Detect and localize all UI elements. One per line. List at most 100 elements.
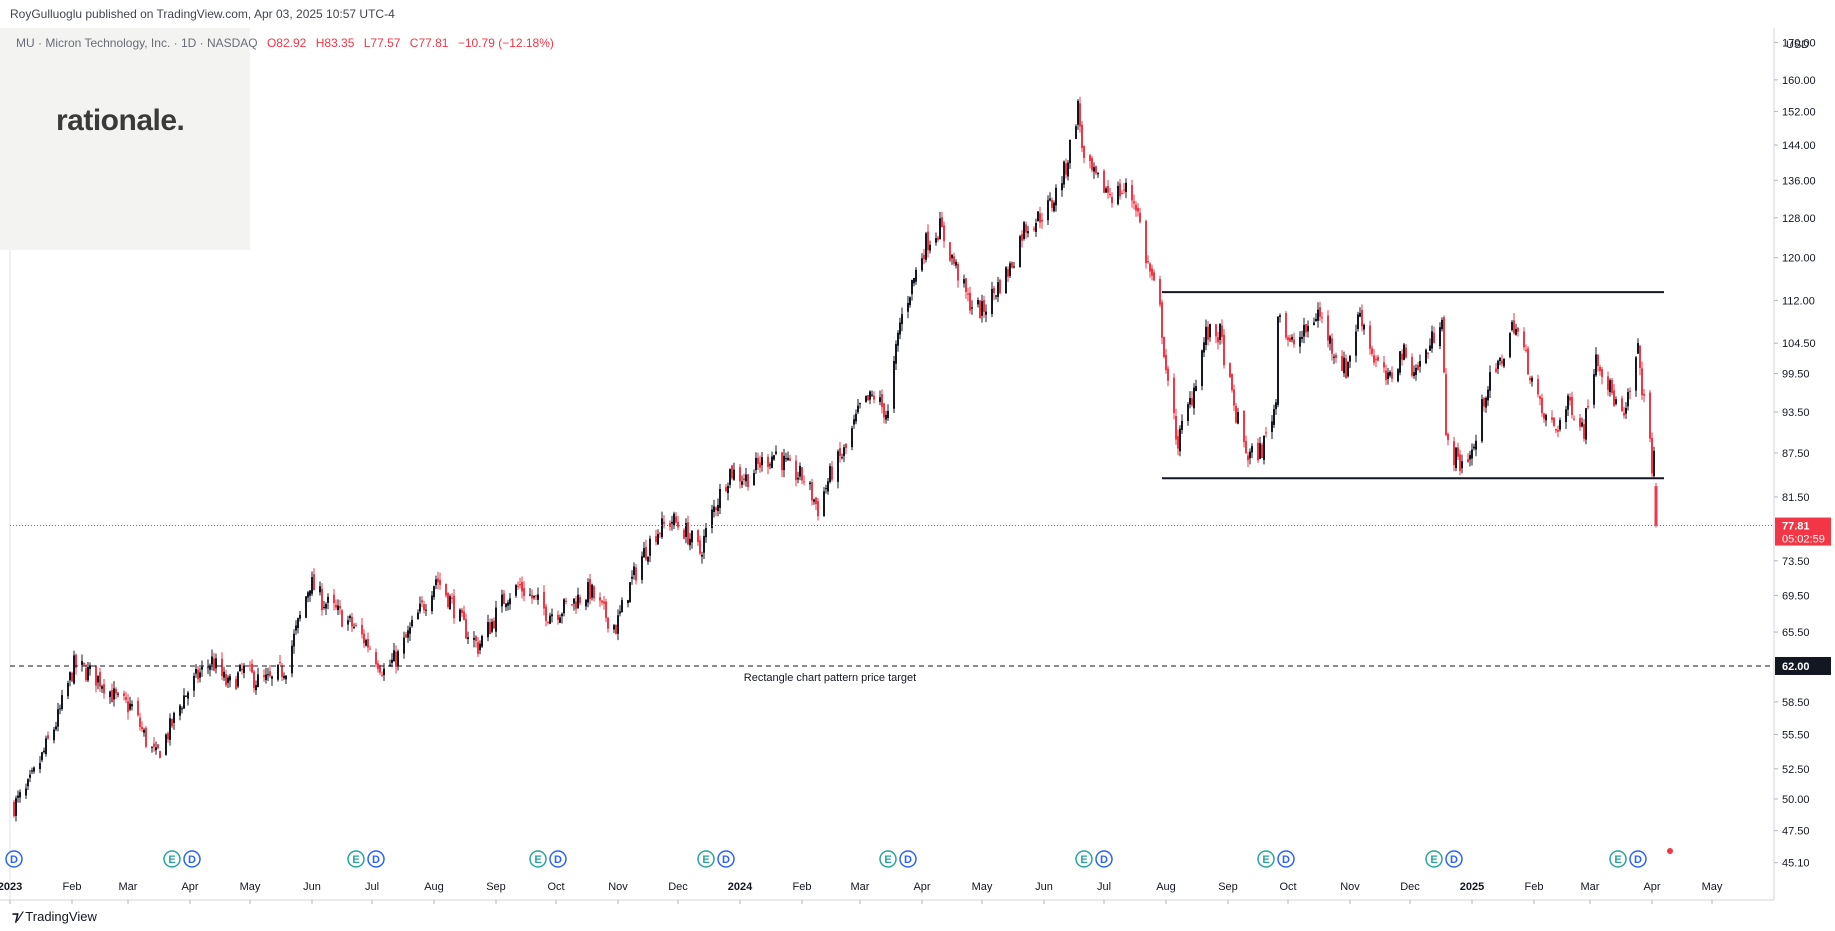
candle-body bbox=[1499, 357, 1501, 361]
candle-body bbox=[477, 642, 479, 654]
publish-date: Apr 03, 2025 10:57 UTC-4 bbox=[254, 7, 395, 21]
candle-body bbox=[167, 733, 169, 740]
candle-body bbox=[1433, 332, 1435, 343]
candle-body bbox=[607, 617, 609, 629]
candle-body bbox=[661, 518, 663, 538]
candle-body bbox=[1167, 368, 1169, 381]
candle-body bbox=[739, 467, 741, 482]
x-tick-label: Oct bbox=[1279, 881, 1296, 893]
candle-body bbox=[1133, 201, 1135, 204]
candle-body bbox=[1597, 354, 1599, 366]
candle-body bbox=[309, 590, 311, 596]
candle-body bbox=[479, 643, 481, 651]
candle-body bbox=[1305, 324, 1307, 333]
candle-body bbox=[445, 583, 447, 596]
candle-body bbox=[923, 254, 925, 260]
candle-body bbox=[509, 598, 511, 605]
candle-body bbox=[501, 594, 503, 607]
candle-body bbox=[1343, 357, 1345, 374]
tradingview-brand[interactable]: ⁊⁄ TradingView bbox=[12, 908, 97, 925]
candle-body bbox=[81, 661, 83, 665]
candle-body bbox=[39, 763, 41, 769]
candle-body bbox=[419, 603, 421, 612]
x-tick-label: Nov bbox=[608, 881, 628, 893]
earnings-badge-letter: E bbox=[168, 854, 175, 866]
candle-body bbox=[701, 555, 703, 557]
candle-body bbox=[859, 403, 861, 405]
candle-body bbox=[195, 669, 197, 674]
candle-body bbox=[873, 395, 875, 400]
candle-body bbox=[1513, 320, 1515, 334]
candle-body bbox=[951, 254, 953, 259]
candle-body bbox=[815, 497, 817, 505]
symbol-legend[interactable]: MU · Micron Technology, Inc. · 1D · NASD… bbox=[16, 36, 560, 50]
bar-countdown: 05:02:59 bbox=[1782, 534, 1825, 546]
candle-body bbox=[45, 738, 47, 755]
candle-body bbox=[647, 556, 649, 562]
currency-label[interactable]: USD bbox=[1786, 39, 1810, 51]
candle-body bbox=[83, 662, 85, 665]
candle-body bbox=[1441, 319, 1443, 330]
candle-body bbox=[1373, 355, 1375, 363]
candle-body bbox=[1573, 418, 1575, 420]
y-tick-label: 170.00 bbox=[1782, 37, 1816, 49]
candle-body bbox=[505, 603, 507, 608]
candle-body bbox=[1187, 404, 1189, 421]
last-price-value: 77.81 bbox=[1782, 521, 1810, 533]
candle-body bbox=[1117, 185, 1119, 205]
candle-body bbox=[853, 419, 855, 425]
candle-body bbox=[957, 263, 959, 281]
candle-body bbox=[1443, 317, 1445, 373]
candle-body bbox=[1565, 409, 1567, 422]
candle-body bbox=[355, 624, 357, 626]
candle-body bbox=[73, 655, 75, 684]
candle-body bbox=[1237, 411, 1239, 424]
candle-body bbox=[307, 592, 309, 598]
candle-body bbox=[59, 708, 61, 710]
candle-body bbox=[1271, 421, 1273, 432]
candle-body bbox=[757, 457, 759, 464]
candle-body bbox=[1293, 339, 1295, 345]
candle-body bbox=[857, 405, 859, 413]
candle-body bbox=[1613, 390, 1615, 406]
candle-body bbox=[533, 595, 535, 598]
candle-body bbox=[183, 695, 185, 709]
candle-body bbox=[1005, 267, 1007, 294]
candle-body bbox=[1639, 345, 1641, 368]
candle-body bbox=[1497, 360, 1499, 369]
candle-body bbox=[1055, 187, 1057, 206]
candle-body bbox=[1105, 188, 1107, 193]
candle-body bbox=[659, 532, 661, 534]
candle-body bbox=[213, 658, 215, 671]
earnings-badge bbox=[529, 850, 547, 868]
candle-body bbox=[545, 606, 547, 622]
candle-body bbox=[1321, 317, 1323, 319]
candle-body bbox=[333, 594, 335, 604]
candle-body bbox=[423, 604, 425, 611]
candle-body bbox=[801, 467, 803, 481]
ohlc-high: H83.35 bbox=[315, 36, 355, 50]
candle-body bbox=[495, 607, 497, 632]
symbol-name[interactable]: MU · Micron Technology, Inc. · 1D · NASD… bbox=[16, 36, 258, 50]
candle-body bbox=[1149, 263, 1151, 272]
candle-body bbox=[313, 574, 315, 591]
candle-body bbox=[353, 626, 355, 628]
candle-body bbox=[1095, 166, 1097, 174]
candle-body bbox=[1077, 100, 1079, 125]
candle-body bbox=[1641, 368, 1643, 396]
candle-body bbox=[463, 611, 465, 621]
candle-body bbox=[1179, 428, 1181, 452]
candle-body bbox=[1627, 391, 1629, 407]
candle-body bbox=[925, 233, 927, 260]
candle-body bbox=[1341, 355, 1343, 371]
candle-body bbox=[883, 403, 885, 418]
candle-body bbox=[1529, 377, 1531, 381]
candle-body bbox=[671, 521, 673, 524]
y-tick-label: 104.50 bbox=[1782, 338, 1816, 350]
candle-body bbox=[1037, 211, 1039, 221]
dividend-badge bbox=[717, 850, 735, 868]
x-tick-label: Feb bbox=[63, 881, 82, 893]
candle-body bbox=[391, 659, 393, 663]
candle-body bbox=[279, 662, 281, 664]
